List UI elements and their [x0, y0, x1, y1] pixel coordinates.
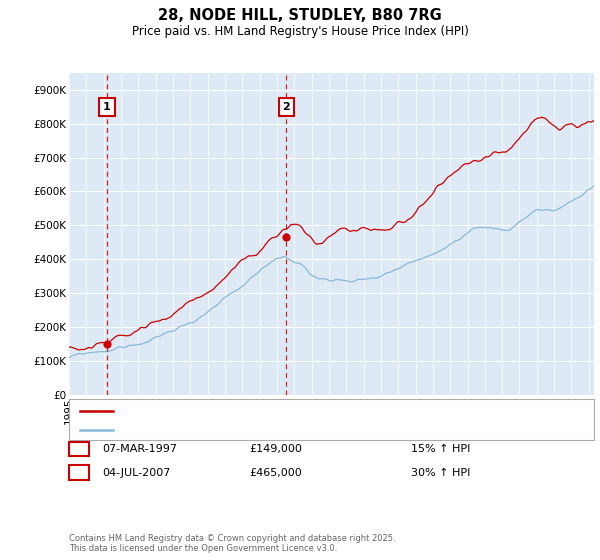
Text: 2: 2: [75, 468, 83, 478]
Text: 15% ↑ HPI: 15% ↑ HPI: [411, 444, 470, 454]
Point: [102, 340, 112, 349]
Text: 1: 1: [103, 102, 110, 111]
Text: 28, NODE HILL, STUDLEY, B80 7RG: 28, NODE HILL, STUDLEY, B80 7RG: [158, 8, 442, 24]
Text: HPI: Average price, detached house, Stratford-on-Avon: HPI: Average price, detached house, Stra…: [120, 424, 406, 435]
Text: 1: 1: [75, 444, 83, 454]
Text: 2: 2: [283, 102, 290, 111]
Text: £149,000: £149,000: [249, 444, 302, 454]
Point: [281, 233, 291, 242]
Text: 04-JUL-2007: 04-JUL-2007: [102, 468, 170, 478]
Text: 30% ↑ HPI: 30% ↑ HPI: [411, 468, 470, 478]
Text: Contains HM Land Registry data © Crown copyright and database right 2025.
This d: Contains HM Land Registry data © Crown c…: [69, 534, 395, 553]
Text: 07-MAR-1997: 07-MAR-1997: [102, 444, 177, 454]
Text: Price paid vs. HM Land Registry's House Price Index (HPI): Price paid vs. HM Land Registry's House …: [131, 25, 469, 38]
Text: 28, NODE HILL, STUDLEY, B80 7RG (detached house): 28, NODE HILL, STUDLEY, B80 7RG (detache…: [120, 405, 396, 416]
Text: £465,000: £465,000: [249, 468, 302, 478]
